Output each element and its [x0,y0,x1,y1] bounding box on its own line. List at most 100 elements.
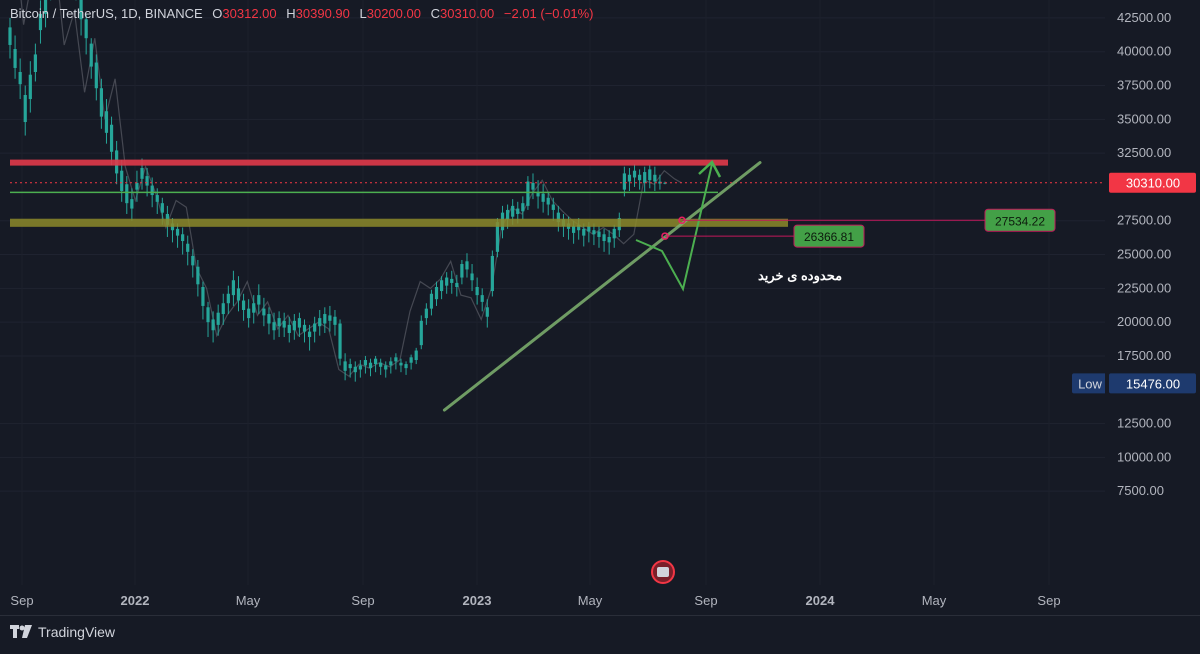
price-tick-label: 17500.00 [1117,348,1171,363]
high-label: H [286,6,296,21]
candle-body [252,303,256,313]
low-value-label: 15476.00 [1126,376,1180,391]
candle-body [292,320,296,331]
candle-body [333,316,337,325]
annotations: 27534.22 26366.81 محدوده ی خرید Low [10,159,1109,412]
candle-body [8,27,12,45]
candle-body [231,280,236,296]
price-tick-label: 40000.00 [1117,44,1171,59]
low-tag: Low [1078,376,1102,391]
candle-body [150,185,154,196]
open-label: O [212,6,223,21]
change-value: −2.01 (−0.01%) [503,6,594,21]
candle-body [480,295,484,302]
time-axis[interactable]: Sep 2022 May Sep 2023 May Sep 2024 May Sep [0,585,1105,615]
chart-pane[interactable]: 27534.22 26366.81 محدوده ی خرید Low Bitcoin… [0,0,1109,585]
candle-body [272,322,276,331]
price-tick-label: 35000.00 [1117,111,1171,126]
candle-body [318,318,322,327]
candle-body [28,74,32,100]
candle-body [211,319,215,331]
candle-body [414,350,418,361]
candle-body [155,195,159,202]
time-tick-label: Sep [10,593,33,608]
candle-body [622,173,626,190]
candle-body [307,331,312,338]
candlestick-chart[interactable]: 27534.22 26366.81 محدوده ی خرید Low [0,0,1109,585]
price-axis[interactable]: 45000.0042500.0040000.0037500.0035000.00… [1105,0,1200,585]
time-axis-labels: Sep 2022 May Sep 2023 May Sep 2024 May Sep [10,593,1060,608]
time-tick-label: 2022 [121,593,150,608]
candle-body [145,176,149,186]
us-flag-event-icon[interactable] [651,560,675,584]
ascending-trendline[interactable] [442,161,762,412]
candle-body [38,13,43,31]
price-tick-label: 12500.00 [1117,416,1171,431]
resistance-zone[interactable] [10,159,728,166]
marker-label-2-box[interactable] [793,224,865,248]
low-value: 30200.00 [366,6,421,21]
price-tick-label: 27500.00 [1117,213,1171,228]
candle-body [384,365,388,370]
current-price-badge [1109,172,1196,193]
candle-body [556,212,560,223]
candle-body [84,19,88,39]
candle-body [577,224,581,231]
candle-body [475,287,479,296]
candle-body [282,320,286,328]
candle-body [638,174,642,181]
candle-body [99,88,103,117]
candle-body [495,222,500,252]
candle-body [379,362,383,367]
candle-body [429,293,434,309]
candle-body [226,293,230,304]
tradingview-logo[interactable]: TradingView [10,624,115,640]
footer-bar: TradingView [0,615,1200,654]
candle-body [511,205,515,217]
candles [8,0,682,382]
candle-body [241,300,246,310]
price-tick-label: 7500.00 [1117,483,1164,498]
candle-body [338,323,342,359]
candle-body [485,307,489,317]
projection-path[interactable] [635,163,713,292]
candle-body [313,323,317,332]
marker-label-2: 26366.81 [804,230,854,244]
candle-body [18,72,22,85]
candle-body [536,192,540,197]
candle-body [424,308,428,319]
candle-body [257,295,261,305]
candle-body [43,0,48,14]
candle-body [302,324,307,332]
low-tag-box [1072,373,1109,394]
candle-body [236,288,241,301]
price-tick-label: 20000.00 [1117,314,1171,329]
candle-body [181,234,185,242]
candle-body [597,231,601,237]
price-tick-label: 42500.00 [1117,10,1171,25]
price-tick-label: 25000.00 [1117,247,1171,262]
buy-zone-band[interactable] [10,218,788,227]
time-tick-label: May [236,593,261,608]
candle-body [409,357,413,363]
candle-body [460,264,464,278]
candle-body [627,174,632,182]
candle-body [389,361,393,366]
marker-point-1[interactable] [678,216,686,225]
candle-body [175,228,180,236]
symbol-name[interactable]: Bitcoin / TetherUS, 1D, BINANCE [10,6,203,21]
candle-body [262,308,266,316]
high-value: 30390.90 [295,6,350,21]
marker-label-1-box[interactable] [984,208,1056,232]
candle-body [394,357,398,362]
candle-body [140,168,144,179]
candle-body [450,278,454,283]
candle-body [13,49,17,68]
candle-body [221,303,225,315]
grid-lines [0,17,1105,492]
candle-body [653,174,657,182]
marker-point-2[interactable] [661,232,669,240]
candle-body [439,280,444,292]
price-tick-label: 32500.00 [1117,145,1171,160]
candle-body [455,282,459,288]
